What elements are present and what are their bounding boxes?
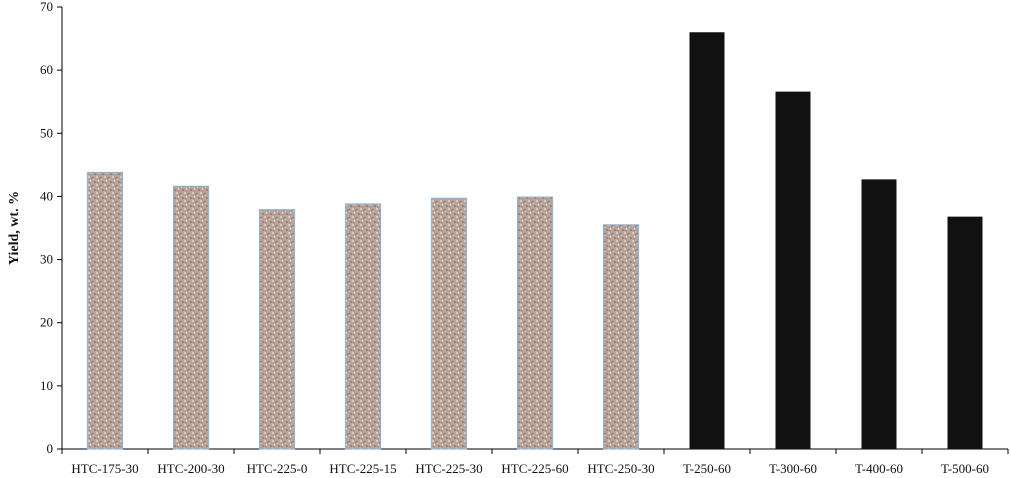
x-tick-label: T-400-60 <box>855 461 903 476</box>
bar-htc-225-0 <box>258 209 296 450</box>
x-tick-label: HTC-225-60 <box>501 461 568 476</box>
y-tick-label: 50 <box>40 125 53 140</box>
bar-htc-225-30 <box>430 197 468 450</box>
x-tick-label: HTC-225-0 <box>247 461 308 476</box>
y-tick-label: 40 <box>40 188 53 203</box>
y-tick-label: 0 <box>47 441 54 456</box>
bar-htc-175-30 <box>86 171 124 450</box>
x-axis: HTC-175-30 HTC-200-30 HTC-225-0 HTC-225-15 H… <box>61 448 1009 476</box>
x-tick-label: HTC-175-30 <box>71 461 138 476</box>
y-tick-label: 20 <box>40 315 53 330</box>
y-axis-title: Yield, wt. % <box>7 191 22 265</box>
bar-htc-250-30 <box>602 224 640 450</box>
y-tick-label: 60 <box>40 62 53 77</box>
bar-htc-225-60 <box>516 196 554 450</box>
x-tick-label: HTC-225-30 <box>415 461 482 476</box>
bar-htc-200-30 <box>172 185 210 450</box>
x-tick-label: T-500-60 <box>941 461 989 476</box>
bar-t-300-60 <box>775 91 811 450</box>
x-tick-label: HTC-200-30 <box>157 461 224 476</box>
y-tick-label: 10 <box>40 378 53 393</box>
x-tick-label: HTC-225-15 <box>329 461 396 476</box>
bar-htc-225-15 <box>344 203 382 450</box>
x-tick-label: T-300-60 <box>769 461 817 476</box>
bar-t-250-60 <box>689 32 725 449</box>
bars <box>86 32 983 450</box>
x-tick-label: T-250-60 <box>683 461 731 476</box>
bar-t-400-60 <box>861 179 897 449</box>
y-tick-label: 70 <box>40 0 53 14</box>
y-axis: 0 10 20 30 40 50 60 70 <box>40 0 63 456</box>
x-tick-label: HTC-250-30 <box>587 461 654 476</box>
bar-t-500-60 <box>947 216 983 449</box>
y-tick-label: 30 <box>40 252 53 267</box>
